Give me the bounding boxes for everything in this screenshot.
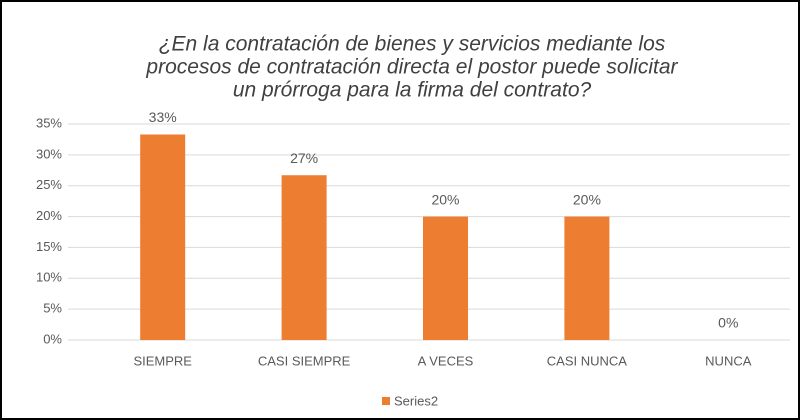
bar — [564, 216, 610, 340]
chart-title: un prórroga para la firma del contrato? — [233, 79, 592, 102]
data-label: 33% — [149, 109, 177, 125]
data-label: 20% — [573, 191, 601, 207]
x-tick-label: CASI NUNCA — [547, 353, 628, 368]
bar — [140, 134, 186, 340]
y-tick-label: 5% — [43, 301, 62, 316]
data-label: 20% — [431, 191, 459, 207]
y-tick-label: 30% — [36, 146, 62, 161]
x-tick-label: CASI SIEMPRE — [258, 353, 351, 368]
y-tick-label: 35% — [36, 115, 62, 130]
bar — [423, 216, 468, 340]
x-tick-label: NUNCA — [705, 353, 752, 368]
chart-title: procesos de contratación directa el post… — [145, 56, 678, 79]
y-tick-label: 0% — [43, 331, 62, 346]
data-label: 27% — [290, 150, 318, 166]
x-tick-label: A VECES — [418, 353, 474, 368]
data-label: 0% — [718, 315, 738, 331]
y-tick-label: 15% — [36, 239, 62, 254]
y-tick-label: 10% — [36, 270, 62, 285]
bar — [281, 175, 327, 340]
y-tick-label: 25% — [36, 177, 62, 192]
chart-title: ¿En la contratación de bienes y servicio… — [159, 33, 666, 56]
x-tick-label: SIEMPRE — [133, 353, 192, 368]
legend-swatch — [382, 397, 390, 405]
y-tick-label: 20% — [36, 208, 62, 223]
legend-label: Series2 — [394, 393, 438, 408]
